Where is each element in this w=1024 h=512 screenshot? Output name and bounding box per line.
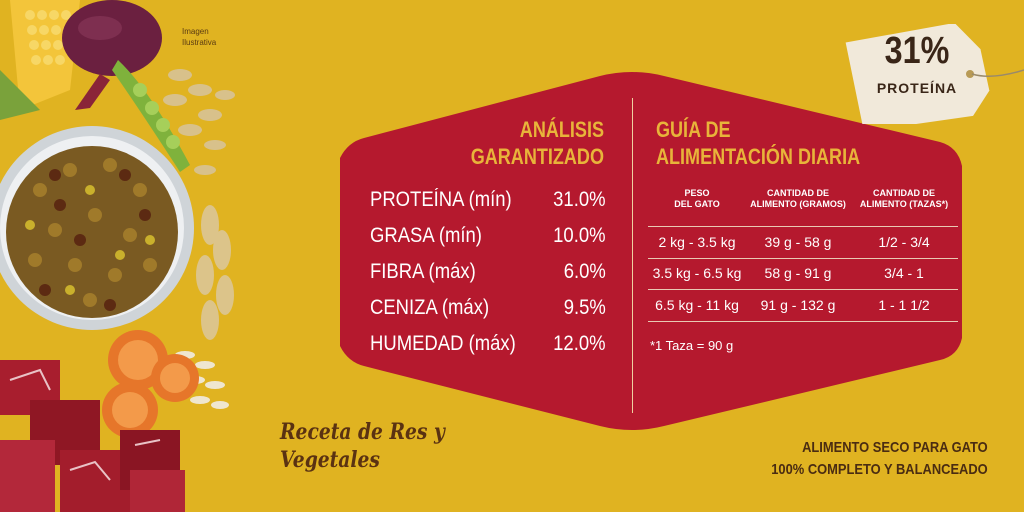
feeding-grams: 58 g - 91 g — [764, 265, 832, 281]
feeding-cups: 1/2 - 3/4 — [878, 234, 930, 250]
recipe-name: Receta de Res y Vegetales — [280, 419, 445, 473]
feeding-weight: 2 kg - 3.5 kg — [658, 234, 736, 250]
product-claims: ALIMENTO SECO PARA GATO 100% COMPLETO Y … — [771, 439, 988, 478]
guaranteed-analysis-title: ANÁLISIS GARANTIZADO — [470, 117, 604, 169]
feeding-weight: 6.5 kg - 11 kg — [655, 297, 739, 313]
analysis-row: HUMEDAD (máx) 12.0% — [370, 326, 606, 362]
protein-percent: 31% — [884, 30, 950, 72]
feeding-cups: 1 - 1 1/2 — [878, 297, 930, 313]
analysis-row: FIBRA (máx) 6.0% — [370, 254, 606, 290]
analysis-row: PROTEÍNA (mín) 31.0% — [370, 182, 606, 218]
feeding-row: 2 kg - 3.5 kg 39 g - 58 g 1/2 - 3/4 — [648, 226, 958, 259]
wheat-icon — [196, 205, 234, 340]
guaranteed-analysis-table: PROTEÍNA (mín) 31.0% GRASA (mín) 10.0% F… — [370, 182, 606, 362]
analysis-value: 6.0% — [563, 260, 606, 283]
analysis-value: 12.0% — [553, 332, 606, 355]
analysis-value: 10.0% — [553, 224, 606, 247]
illustrative-image-note: Imagen Ilustrativa — [182, 27, 217, 47]
feeding-row: 6.5 kg - 11 kg 91 g - 132 g 1 - 1 1/2 — [648, 290, 958, 322]
feeding-guide-title: GUÍA DE ALIMENTACIÓN DIARIA — [656, 117, 861, 169]
cup-conversion-note: *1 Taza = 90 g — [650, 338, 734, 353]
protein-label: PROTEÍNA — [876, 80, 958, 96]
analysis-label: CENIZA (máx) — [370, 296, 490, 319]
feeding-row: 3.5 kg - 6.5 kg 58 g - 91 g 3/4 - 1 — [648, 258, 958, 290]
carrot-icon — [102, 330, 199, 438]
bowl-icon — [0, 126, 194, 330]
analysis-row: CENIZA (máx) 9.5% — [370, 290, 606, 326]
panel-divider — [632, 98, 633, 413]
feeding-header-grams: CANTIDAD DE ALIMENTO (GRAMOS) — [750, 188, 846, 209]
peas-icon — [112, 60, 190, 172]
analysis-row: GRASA (mín) 10.0% — [370, 218, 606, 254]
analysis-label: HUMEDAD (máx) — [370, 332, 516, 355]
ingredients-illustration — [0, 0, 235, 512]
analysis-label: FIBRA (máx) — [370, 260, 476, 283]
price-tag-icon — [845, 24, 1024, 124]
analysis-value: 31.0% — [553, 188, 606, 211]
feeding-weight: 3.5 kg - 6.5 kg — [652, 265, 742, 281]
feeding-header-weight: PESO DEL GATO — [674, 188, 720, 209]
feeding-cups: 3/4 - 1 — [884, 265, 924, 281]
oats-icon — [163, 69, 235, 175]
corn-icon — [0, 0, 80, 120]
analysis-value: 9.5% — [563, 296, 606, 319]
feeding-grams: 39 g - 58 g — [764, 234, 832, 250]
analysis-label: PROTEÍNA (mín) — [370, 188, 512, 211]
beef-icon — [0, 360, 185, 512]
feeding-grams: 91 g - 132 g — [760, 297, 836, 313]
feeding-header-cups: CANTIDAD DE ALIMENTO (TAZAS*) — [859, 188, 949, 209]
analysis-label: GRASA (mín) — [370, 224, 482, 247]
beet-icon — [62, 0, 162, 110]
